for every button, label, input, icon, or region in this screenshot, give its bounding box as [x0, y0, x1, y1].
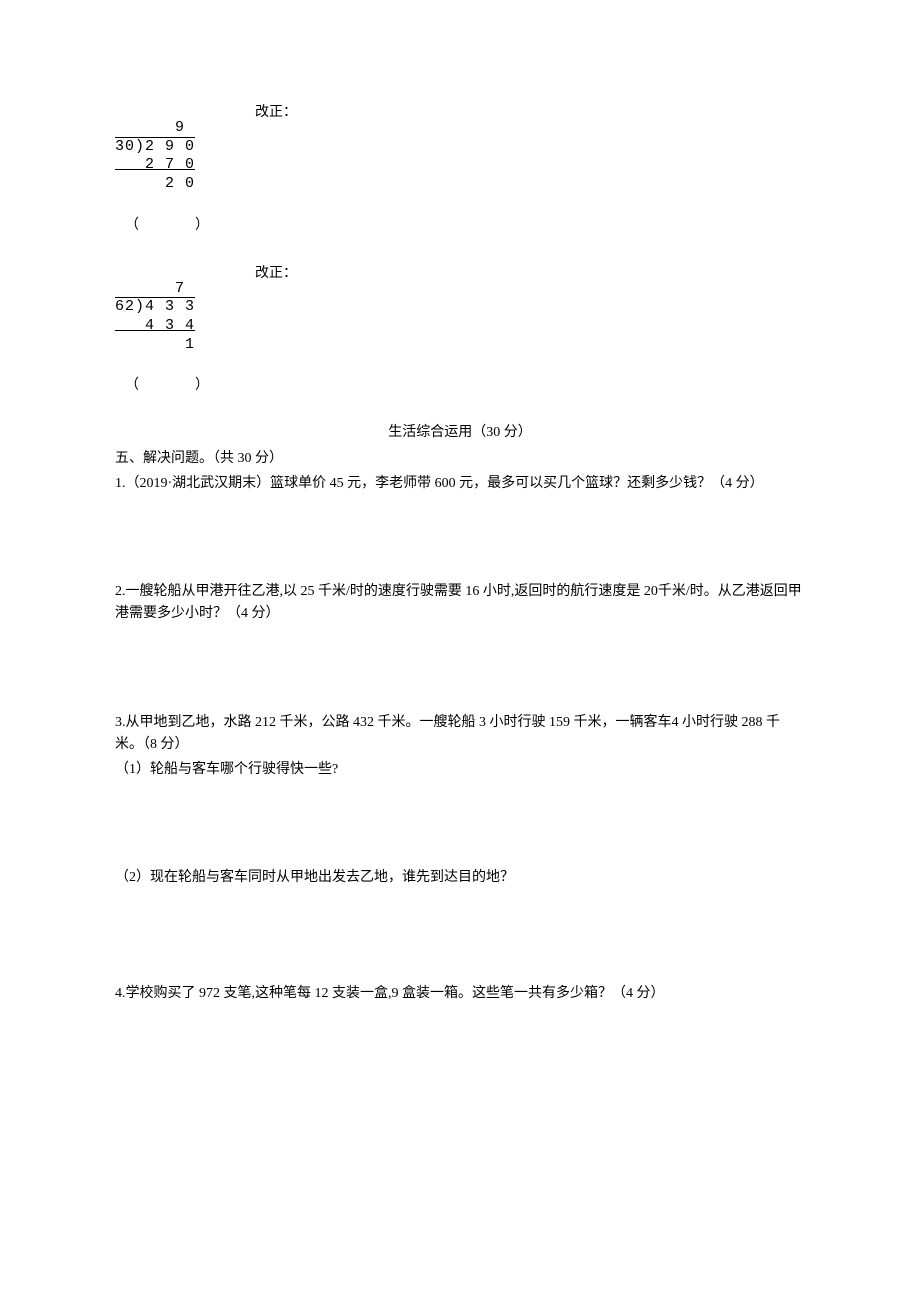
question-4: 4.学校购买了 972 支笔,这种笔每 12 支装一盒,9 盒装一箱。这些笔一共… — [115, 983, 805, 1005]
d2-remainder: 1 — [115, 336, 195, 353]
question-2: 2.一艘轮船从甲港开往乙港,以 25 千米/时的速度行驶需要 16 小时,返回时… — [115, 581, 805, 626]
d1-dividend: 30)2 9 0 — [115, 138, 195, 155]
d2-quotient: 7 — [115, 280, 185, 297]
section-title: 生活综合运用（30 分） — [115, 422, 805, 444]
d1-quotient: 9 — [115, 119, 195, 136]
correction-label-2: 改正： — [255, 261, 297, 285]
q4-text: 4.学校购买了 972 支笔,这种笔每 12 支装一盒,9 盒装一箱。这些笔一共… — [115, 983, 805, 1005]
d1-subtract: 2 7 0 — [115, 156, 195, 173]
q2-text: 2.一艘轮船从甲港开往乙港,以 25 千米/时的速度行驶需要 16 小时,返回时… — [115, 581, 805, 626]
q1-text: 1.（2019·湖北武汉期末）篮球单价 45 元，李老师带 600 元，最多可以… — [115, 473, 805, 495]
d1-remainder: 2 0 — [115, 175, 195, 192]
division-work-1: 9 30)2 9 0 2 7 0 2 0 — [115, 100, 255, 213]
d2-paren: （ ） — [115, 375, 805, 397]
q3-part1: （1）轮船与客车哪个行驶得快一些? — [115, 759, 805, 781]
d2-dividend: 62)4 3 3 — [115, 298, 195, 315]
correction-label-1: 改正： — [255, 100, 297, 124]
d1-paren: （ ） — [115, 215, 805, 237]
division-work-2: 7 62)4 3 3 4 3 4 1 — [115, 261, 255, 374]
q3-part2: （2）现在轮船与客车同时从甲地出发去乙地，谁先到达目的地？ — [115, 867, 805, 889]
section-heading: 五、解决问题。（共 30 分） — [115, 448, 805, 470]
d2-subtract: 4 3 4 — [115, 317, 195, 334]
question-1: 1.（2019·湖北武汉期末）篮球单价 45 元，李老师带 600 元，最多可以… — [115, 473, 805, 495]
long-division-1: 9 30)2 9 0 2 7 0 2 0 改正： （ ） — [115, 100, 805, 237]
question-3: 3.从甲地到乙地，水路 212 千米，公路 432 千米。一艘轮船 3 小时行驶… — [115, 712, 805, 890]
long-division-2: 7 62)4 3 3 4 3 4 1 改正： （ ） — [115, 261, 805, 398]
q3-intro: 3.从甲地到乙地，水路 212 千米，公路 432 千米。一艘轮船 3 小时行驶… — [115, 712, 805, 757]
